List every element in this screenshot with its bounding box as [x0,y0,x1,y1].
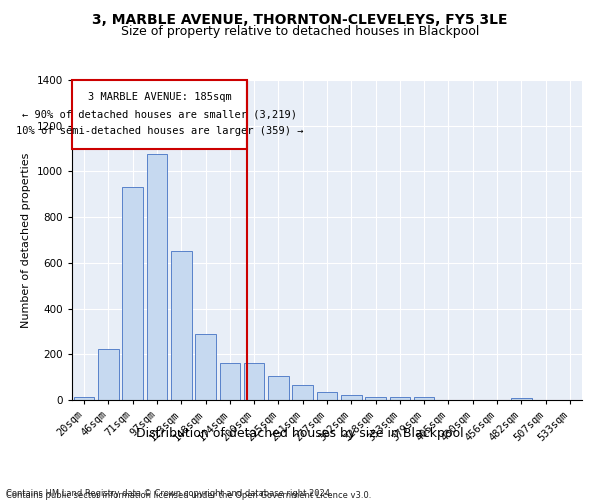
Bar [244,364,265,400]
Text: 3, MARBLE AVENUE, THORNTON-CLEVELEYS, FY5 3LE: 3, MARBLE AVENUE, THORNTON-CLEVELEYS, FY… [92,12,508,26]
Text: 10% of semi-detached houses are larger (359) →: 10% of semi-detached houses are larger (… [16,126,304,136]
Bar [341,396,362,400]
Text: Distribution of detached houses by size in Blackpool: Distribution of detached houses by size … [136,428,464,440]
Y-axis label: Number of detached properties: Number of detached properties [21,152,31,328]
Bar [171,252,191,400]
Bar [365,396,386,400]
Text: ← 90% of detached houses are smaller (3,219): ← 90% of detached houses are smaller (3,… [22,110,297,120]
Bar [292,385,313,400]
Text: Contains HM Land Registry data © Crown copyright and database right 2024.: Contains HM Land Registry data © Crown c… [6,488,332,498]
Bar [220,364,240,400]
Bar [511,398,532,400]
Text: 3 MARBLE AVENUE: 185sqm: 3 MARBLE AVENUE: 185sqm [88,92,232,102]
Bar [98,348,119,400]
Text: Size of property relative to detached houses in Blackpool: Size of property relative to detached ho… [121,25,479,38]
Bar [389,398,410,400]
Text: Contains public sector information licensed under the Open Government Licence v3: Contains public sector information licen… [6,491,371,500]
Bar [74,396,94,400]
Bar [146,154,167,400]
Bar [268,376,289,400]
Bar [317,392,337,400]
FancyBboxPatch shape [72,80,247,148]
Bar [122,188,143,400]
Bar [195,334,216,400]
Bar [414,398,434,400]
